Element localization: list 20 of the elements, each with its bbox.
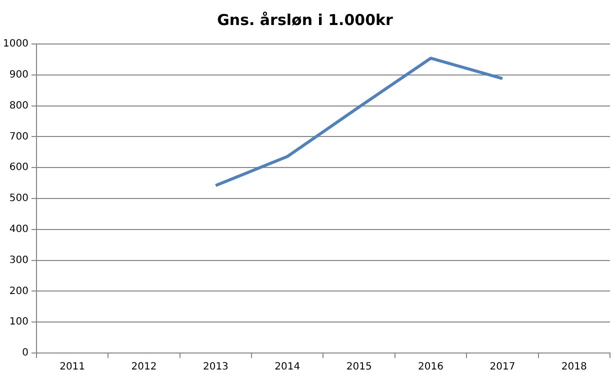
x-tick-label: 2018: [561, 362, 587, 373]
x-tick-label: 2017: [490, 362, 516, 373]
y-tick-label: 300: [9, 254, 28, 266]
y-tick-label: 200: [9, 286, 28, 297]
y-tick-label: 400: [9, 224, 28, 235]
x-tick-label: 2014: [274, 362, 300, 373]
y-tick-label: 100: [9, 316, 28, 328]
x-tick-label: 2013: [202, 362, 228, 373]
y-tick-label: 600: [9, 162, 28, 174]
x-tick-label: 2015: [346, 362, 372, 373]
x-tick-label: 2011: [60, 362, 86, 373]
y-tick-label: 500: [9, 193, 28, 204]
y-tick-label: 900: [9, 69, 28, 80]
y-tick-label: 700: [9, 131, 28, 142]
y-tick-label: 1000: [2, 38, 28, 50]
y-tick-label: 800: [9, 100, 28, 112]
y-tick-label: 0: [22, 348, 28, 359]
chart-title: Gns. årsløn i 1.000kr: [217, 10, 394, 29]
x-tick-label: 2016: [418, 362, 444, 373]
x-tick-label: 2012: [131, 362, 157, 373]
